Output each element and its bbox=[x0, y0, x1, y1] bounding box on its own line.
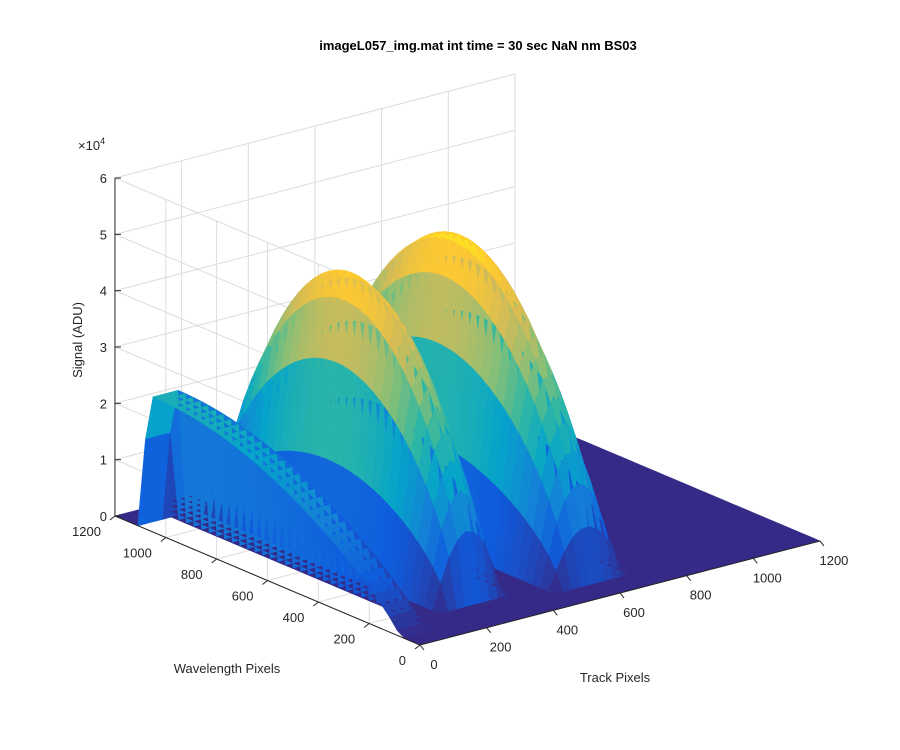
x-tick-label: 0 bbox=[430, 657, 437, 672]
y-tick bbox=[262, 580, 268, 585]
z-tick-label: 6 bbox=[100, 171, 107, 186]
y-axis-label: Wavelength Pixels bbox=[174, 661, 281, 676]
x-axis-label: Track Pixels bbox=[580, 670, 651, 685]
y-tick bbox=[160, 537, 167, 542]
y-tick bbox=[109, 515, 116, 521]
y-tick bbox=[414, 644, 421, 650]
x-tick bbox=[419, 644, 425, 651]
z-tick-label: 1 bbox=[100, 453, 107, 468]
surface bbox=[114, 231, 821, 646]
x-tick bbox=[552, 610, 558, 616]
chart-title: imageL057_img.mat int time = 30 sec NaN … bbox=[319, 38, 637, 53]
x-tick-label: 800 bbox=[690, 588, 712, 603]
z-exponent-label: ×104 bbox=[78, 136, 105, 153]
x-tick bbox=[752, 557, 758, 564]
y-tick-label: 400 bbox=[283, 610, 305, 625]
y-tick-label: 0 bbox=[399, 653, 406, 668]
axes bbox=[109, 177, 825, 651]
x-tick-label: 600 bbox=[623, 605, 645, 620]
x-tick-label: 1200 bbox=[819, 553, 848, 568]
x-tick bbox=[619, 592, 625, 599]
z-tick-label: 0 bbox=[100, 509, 107, 524]
x-tick bbox=[486, 627, 492, 633]
x-tick bbox=[819, 540, 825, 547]
y-tick bbox=[313, 601, 319, 607]
tick-labels: 0200400600800100012000200400600800100012… bbox=[72, 171, 848, 672]
z-tick-label: 4 bbox=[100, 284, 107, 299]
x-tick-label: 200 bbox=[490, 640, 512, 655]
y-tick-label: 200 bbox=[333, 632, 355, 647]
x-tick-label: 400 bbox=[556, 622, 578, 637]
y-tick-label: 1200 bbox=[72, 524, 101, 539]
y-tick bbox=[211, 558, 217, 564]
y-tick bbox=[363, 623, 370, 628]
z-tick-label: 3 bbox=[100, 340, 107, 355]
y-tick-label: 600 bbox=[232, 589, 254, 604]
y-tick-label: 800 bbox=[181, 567, 203, 582]
x-tick-label: 1000 bbox=[753, 570, 782, 585]
z-tick-label: 5 bbox=[100, 227, 107, 242]
z-axis-label: Signal (ADU) bbox=[70, 302, 85, 378]
x-tick bbox=[686, 575, 692, 581]
z-tick-label: 2 bbox=[100, 396, 107, 411]
y-tick-label: 1000 bbox=[123, 546, 152, 561]
